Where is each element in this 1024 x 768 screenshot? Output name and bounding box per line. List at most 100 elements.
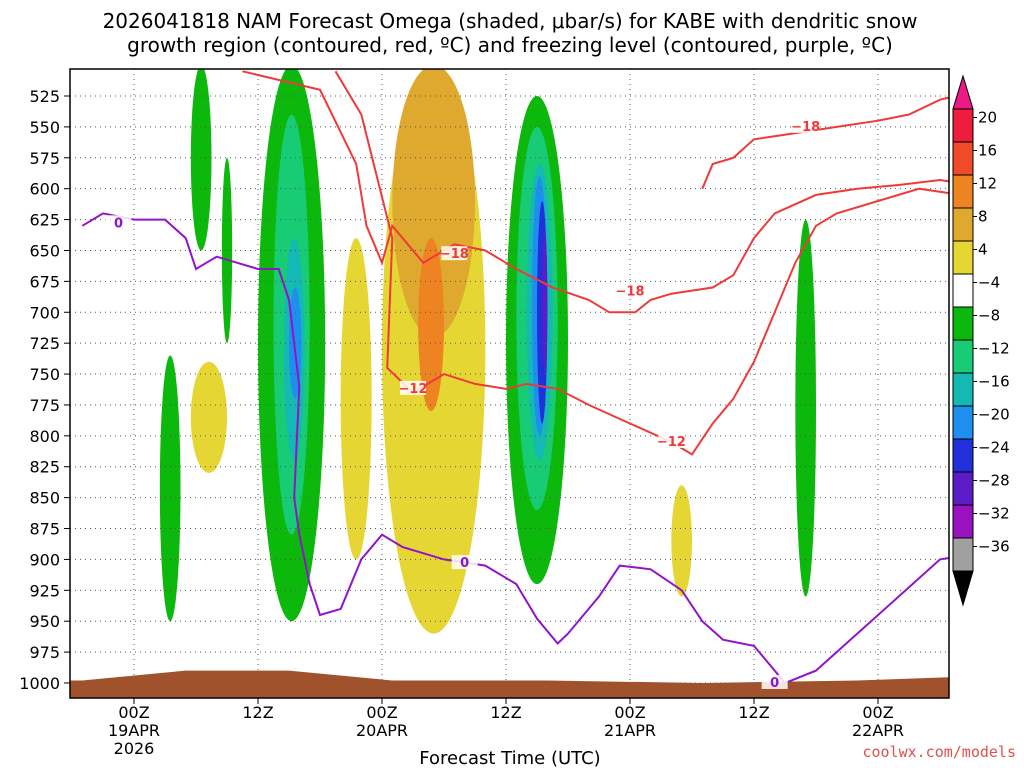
x-tick-label: 00Z: [366, 703, 397, 722]
contour-label-bg: [451, 555, 478, 570]
y-tick-label: 725: [29, 334, 60, 353]
y-tick-label: 525: [29, 87, 60, 106]
contour-label-bg: [105, 215, 132, 230]
contour-label-bg: [400, 380, 426, 395]
y-tick-label: 575: [29, 149, 60, 168]
contour-label-bg: [441, 246, 468, 261]
y-tick-label: 650: [29, 241, 60, 260]
x-tick-label: 00Z: [862, 703, 893, 722]
colorbar-label: −32: [978, 505, 1010, 523]
colorbar: 20 16 12 8 4 −4 −8 −12 −16 −20 −24 −28 −32 −36: [952, 74, 1010, 607]
x-tick-label: 21APR: [604, 721, 656, 740]
y-tick-label: 850: [29, 489, 60, 508]
plot-frame: [69, 68, 950, 699]
y-tick-label: 700: [29, 303, 60, 322]
colorbar-bottom-arrow: [952, 570, 974, 607]
y-tick-label: 625: [29, 211, 60, 230]
colorbar-label: 4: [978, 241, 988, 259]
y-tick-label: 675: [29, 272, 60, 291]
colorbar-swatch: [952, 306, 974, 341]
x-tick-label: 00Z: [118, 703, 149, 722]
y-axis: 525 550 575 600 625 650 675 700 725 750 775 800 825 8…: [19, 87, 70, 693]
omega-region-18: [392, 69, 475, 337]
y-tick-label: 600: [29, 180, 60, 199]
colorbar-swatch: [952, 141, 974, 176]
colorbar-label: 12: [978, 175, 997, 193]
y-tick-label: 775: [29, 396, 60, 415]
contour-label: 0: [460, 556, 469, 571]
terrain-fill: [70, 670, 949, 698]
omega-region-16: [190, 361, 228, 473]
omega-region-1: [159, 355, 181, 622]
contour-label: 0: [770, 676, 779, 691]
contour-label: −18: [440, 247, 469, 262]
y-tick-label: 800: [29, 427, 60, 446]
chart-title-line2: growth region (contoured, red, ºC) and f…: [127, 33, 893, 57]
colorbar-swatch: [952, 504, 974, 539]
y-tick-label: 750: [29, 365, 60, 384]
omega-region-5: [795, 219, 817, 597]
colorbar-label: −12: [978, 340, 1010, 358]
contour-line-0: [242, 70, 949, 314]
colorbar-swatch: [952, 471, 974, 506]
colorbar-swatch: [952, 438, 974, 473]
omega-region-15: [340, 238, 372, 560]
omega-region-2: [221, 157, 233, 344]
colorbar-label: −4: [978, 274, 1000, 292]
chart-title-line1: 2026041818 NAM Forecast Omega (shaded, μ…: [103, 9, 918, 33]
y-tick-label: 950: [29, 612, 60, 631]
colorbar-swatch: [952, 240, 974, 275]
y-tick-label: 875: [29, 520, 60, 539]
omega-region-19: [418, 238, 445, 412]
x-tick-label: 00Z: [614, 703, 645, 722]
y-tick-label: 550: [29, 118, 60, 137]
credit-text: coolwx.com/models: [862, 743, 1016, 761]
terrain: [70, 670, 949, 698]
contour-label: −18: [791, 120, 820, 135]
x-tick-label: 22APR: [852, 721, 904, 740]
contour-labels: −18 −18 −18 −12 −12 0 0 0: [105, 118, 820, 691]
y-tick-label: 925: [29, 581, 60, 600]
omega-region-0: [190, 69, 212, 251]
colorbar-label: −28: [978, 472, 1010, 490]
x-tick-label: 12Z: [490, 703, 521, 722]
y-tick-label: 975: [29, 643, 60, 662]
colorbar-label: −36: [978, 538, 1010, 556]
contour-label-bg: [761, 675, 788, 689]
colorbar-swatch: [952, 273, 974, 308]
contour-line-3: [81, 212, 949, 685]
colorbar-label: −16: [978, 373, 1010, 391]
colorbar-label: −8: [978, 307, 1000, 325]
colorbar-swatch: [952, 174, 974, 209]
colorbar-label: 16: [978, 142, 997, 160]
colorbar-label: −24: [978, 439, 1010, 457]
contour-label-bg: [658, 434, 685, 449]
colorbar-label: 8: [978, 208, 988, 226]
x-tick-label: 12Z: [242, 703, 273, 722]
contour-label: −18: [616, 284, 645, 299]
y-tick-label: 825: [29, 458, 60, 477]
colorbar-label: 20: [978, 109, 997, 127]
colorbar-swatch: [952, 207, 974, 242]
colorbar-swatch: [952, 108, 974, 143]
contour-line-1: [701, 96, 949, 190]
x-tick-label: 2026: [114, 739, 155, 758]
colorbar-swatch: [952, 405, 974, 440]
x-tick-label: 20APR: [356, 721, 408, 740]
x-axis-label: Forecast Time (UTC): [419, 748, 600, 768]
colorbar-swatch: [952, 339, 974, 374]
y-tick-label: 900: [29, 550, 60, 569]
colorbar-swatch: [952, 372, 974, 407]
omega-region-17: [671, 485, 693, 597]
y-tick-label: 1000: [19, 674, 60, 693]
contour-label-bg: [792, 118, 819, 133]
contour-label-bg: [617, 283, 643, 298]
omega-region-13: [542, 231, 548, 375]
contour-label: 0: [114, 216, 123, 231]
x-tick-label: 12Z: [738, 703, 769, 722]
colorbar-label: −20: [978, 406, 1010, 424]
colorbar-swatch: [952, 537, 974, 572]
x-tick-label: 19APR: [108, 721, 160, 740]
